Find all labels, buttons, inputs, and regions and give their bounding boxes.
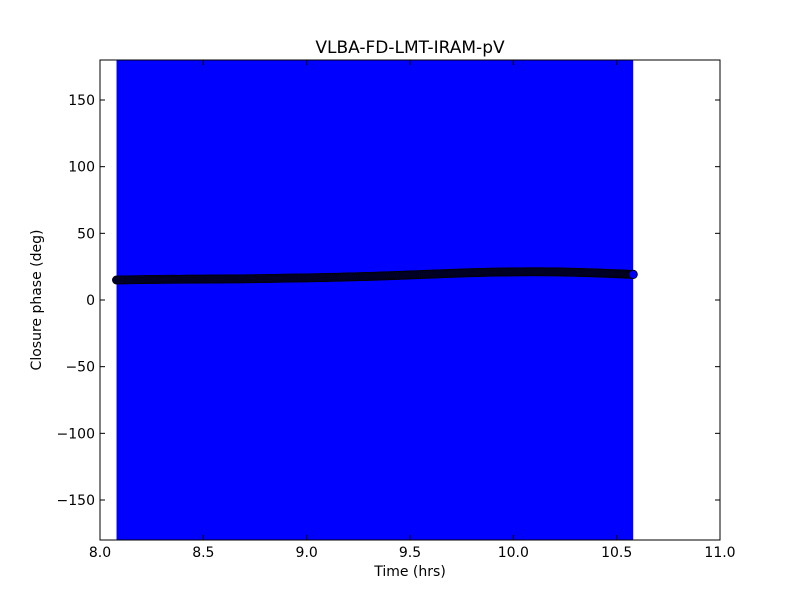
x-tick-label: 8.5 — [192, 545, 214, 561]
plot-area — [99, 59, 721, 541]
error-band-layer — [116, 60, 634, 540]
x-tick-label: 11.0 — [704, 545, 735, 561]
y-axis-ticks: −150 −100 −50 0 50 100 150 — [57, 93, 720, 509]
series-layer — [112, 267, 638, 285]
x-axis-label: Time (hrs) — [373, 564, 446, 580]
x-tick-label: 10.5 — [601, 545, 632, 561]
x-axis-ticks: 8.0 8.5 9.0 9.5 10.0 10.5 11.0 — [89, 60, 736, 561]
x-tick-label: 10.0 — [498, 545, 529, 561]
y-axis-label: Closure phase (deg) — [29, 230, 45, 371]
data-point — [628, 269, 638, 279]
x-tick-label: 8.0 — [89, 545, 111, 561]
y-tick-label: −100 — [57, 426, 95, 442]
y-tick-label: 50 — [77, 226, 95, 242]
y-tick-label: −150 — [57, 493, 95, 509]
error-bar-band — [116, 60, 634, 540]
y-tick-label: 0 — [86, 293, 95, 309]
y-tick-label: 150 — [68, 93, 95, 109]
x-tick-label: 9.5 — [399, 545, 421, 561]
x-tick-label: 9.0 — [296, 545, 318, 561]
y-tick-label: −50 — [65, 360, 95, 376]
y-tick-label: 100 — [68, 160, 95, 176]
chart-title: VLBA-FD-LMT-IRAM-pV — [315, 38, 505, 58]
